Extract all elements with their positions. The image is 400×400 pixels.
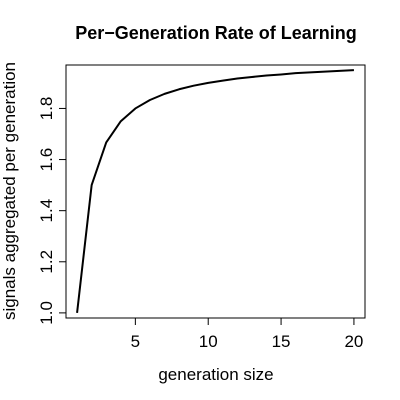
chart-title: Per−Generation Rate of Learning <box>75 23 357 43</box>
y-tick-label: 1.2 <box>37 250 56 274</box>
x-axis-label: generation size <box>158 365 273 384</box>
x-tick-label: 10 <box>199 332 218 351</box>
series-line <box>76 69 354 314</box>
y-axis-label: signals aggregated per generation <box>0 62 19 320</box>
y-tick-label: 1.0 <box>37 301 56 325</box>
plot-frame <box>65 64 366 319</box>
y-tick-label: 1.6 <box>37 148 56 172</box>
y-tick-label: 1.8 <box>37 97 56 121</box>
x-tick-label: 20 <box>344 332 363 351</box>
y-tick-label: 1.4 <box>37 199 56 223</box>
y-axis: 1.0 1.2 1.4 1.6 1.8 <box>37 97 66 325</box>
x-tick-label: 15 <box>272 332 291 351</box>
x-axis: 5 10 15 20 <box>131 318 363 351</box>
x-tick-label: 5 <box>131 332 140 351</box>
